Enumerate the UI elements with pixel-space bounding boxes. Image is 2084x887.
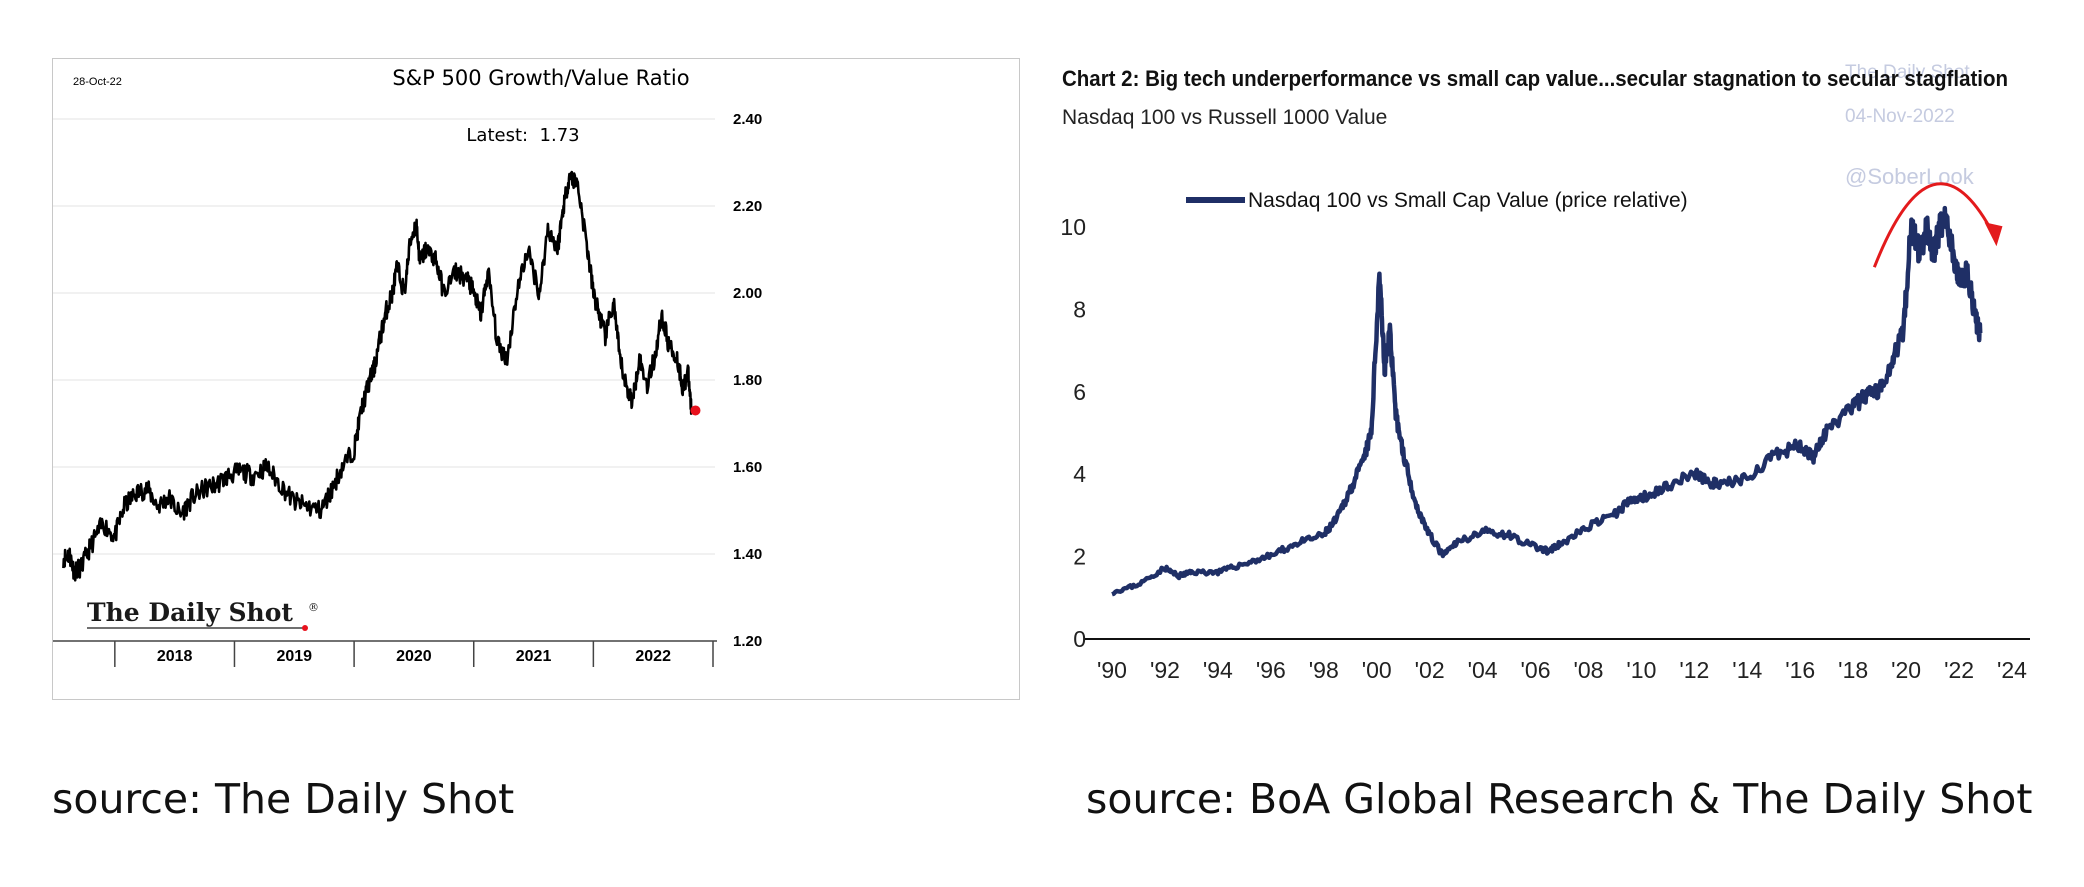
daily-shot-logo-mark: ® [308,601,319,614]
right-x-tick: '24 [1997,657,2027,683]
watermark-line-1: The Daily Shot [1845,62,1970,83]
left-chart-date: 28-Oct-22 [73,76,122,88]
left-y-tick: 2.40 [733,111,762,128]
right-x-tick: '12 [1679,657,1709,683]
left-year-label: 2022 [635,648,671,665]
left-year-label: 2021 [516,648,552,665]
peak-arrowhead [1984,222,2003,247]
left-y-tick: 1.20 [733,633,762,650]
nasdaq-vs-value-line [1111,205,1983,597]
right-chart-title: Chart 2: Big tech underperformance vs sm… [1062,66,2008,91]
left-year-label: 2019 [276,648,312,665]
right-x-tick: '06 [1521,657,1551,683]
right-x-tick: '16 [1785,657,1815,683]
right-y-tick: 0 [1073,626,1086,652]
latest-annotation: Latest: 1.73 [466,125,579,146]
growth-value-chart-svg: 1.20 1.40 1.60 1.80 2.00 2.20 2.40 2018 2019 202… [53,66,762,667]
right-x-tick: '14 [1732,657,1762,683]
left-y-tick: 2.20 [733,198,762,215]
left-x-axis [53,640,717,667]
left-year-labels: 2018 2019 2020 2021 2022 [157,648,671,665]
right-chart-subtitle: Nasdaq 100 vs Russell 1000 Value [1062,106,1387,129]
right-x-tick: '94 [1203,657,1233,683]
right-y-tick: 10 [1060,214,1086,240]
left-y-tick: 2.00 [733,285,762,302]
right-y-tick-labels: 0 2 4 6 8 10 [1060,214,1086,652]
growth-value-ratio-line [62,170,693,582]
left-y-tick: 1.80 [733,372,762,389]
right-y-tick: 8 [1073,296,1086,322]
right-x-tick: '92 [1150,657,1180,683]
left-y-tick: 1.40 [733,546,762,563]
right-legend: Nasdaq 100 vs Small Cap Value (price rel… [1186,189,1688,212]
daily-shot-logo-dot [302,625,308,631]
watermark: The Daily Shot 04-Nov-2022 @SoberLook [1845,62,1975,189]
left-year-label: 2018 [157,648,193,665]
watermark-line-3: @SoberLook [1845,164,1975,189]
right-x-tick: '90 [1097,657,1127,683]
daily-shot-logo: The Daily Shot ® [87,598,319,631]
right-x-tick: '20 [1891,657,1921,683]
watermark-line-2: 04-Nov-2022 [1845,106,1955,127]
left-gridlines [53,118,715,555]
right-x-tick-labels: '90 '92 '94 '96 '98 '00 '02 '04 '06 '08 '10 '12 '14 '… [1097,657,2027,683]
right-x-tick: '02 [1415,657,1445,683]
legend-label: Nasdaq 100 vs Small Cap Value (price rel… [1248,189,1688,212]
right-source-caption: source: BoA Global Research & The Daily … [1086,775,2033,823]
left-source-caption: source: The Daily Shot [52,775,515,823]
right-x-tick: '04 [1468,657,1498,683]
daily-shot-logo-text: The Daily Shot [87,598,293,627]
nasdaq-vs-value-chart: The Daily Shot 04-Nov-2022 @SoberLook Ch… [1050,48,2050,708]
nasdaq-vs-value-chart-svg: The Daily Shot 04-Nov-2022 @SoberLook Ch… [1060,62,2030,683]
left-y-tick-labels: 1.20 1.40 1.60 1.80 2.00 2.20 2.40 [733,111,762,650]
right-x-tick: '18 [1838,657,1868,683]
left-y-tick: 1.60 [733,459,762,476]
peak-arrow [1872,182,1995,268]
latest-value-marker [690,405,701,416]
right-y-tick: 4 [1073,461,1086,487]
right-x-tick: '08 [1573,657,1603,683]
right-y-tick: 6 [1073,379,1086,405]
right-x-tick: '10 [1626,657,1656,683]
right-x-tick: '96 [1256,657,1286,683]
growth-value-chart: 1.20 1.40 1.60 1.80 2.00 2.20 2.40 2018 2019 202… [52,58,1020,700]
right-x-tick: '22 [1944,657,1974,683]
right-y-tick: 2 [1073,544,1086,570]
right-x-tick: '98 [1309,657,1339,683]
left-year-label: 2020 [396,648,432,665]
right-x-tick: '00 [1362,657,1392,683]
left-chart-title: S&P 500 Growth/Value Ratio [392,66,689,90]
